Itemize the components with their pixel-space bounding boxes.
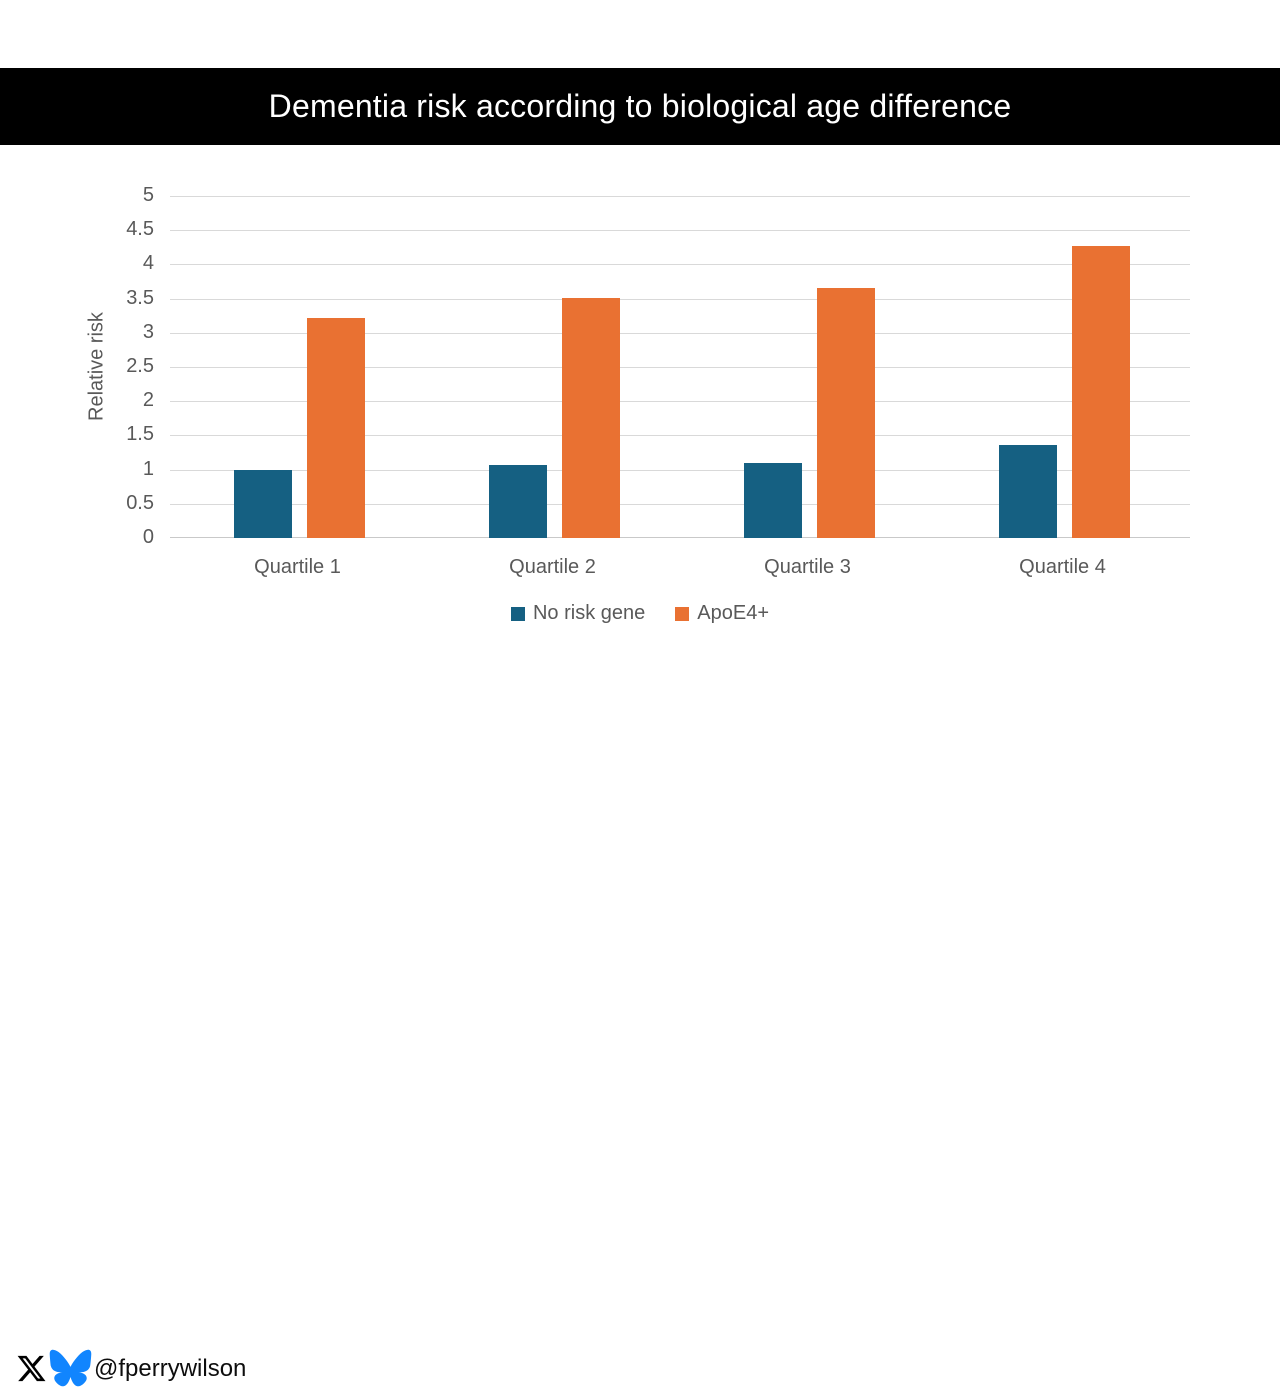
gridline (170, 264, 1190, 265)
y-tick-label: 4 (142, 252, 154, 275)
gridline (170, 367, 1190, 368)
y-tick-label: 5 (142, 184, 154, 207)
y-tick-label: 3.5 (126, 287, 154, 310)
title-banner: Dementia risk according to biological ag… (0, 68, 1280, 145)
gridline (170, 230, 1190, 231)
bar-apoe4- (562, 298, 620, 538)
plot-area (170, 196, 1190, 538)
y-axis-tick-labels: 5 4.5 4 3.5 3 2.5 2 1.5 1 0.5 0 (96, 184, 154, 548)
gridline (170, 333, 1190, 334)
y-tick-label: 2 (142, 389, 154, 412)
bar-no-risk-gene (489, 465, 547, 538)
bar-apoe4- (1072, 246, 1130, 538)
bar-apoe4- (307, 318, 365, 538)
gridline (170, 470, 1190, 471)
legend-swatch-icon (510, 606, 525, 621)
y-tick-label: 1 (142, 458, 154, 481)
gridline (170, 299, 1190, 300)
bar-apoe4- (817, 288, 875, 538)
slide: Dementia risk according to biological ag… (0, 68, 1280, 1387)
y-tick-label: 0.5 (126, 492, 154, 515)
y-tick-label: 3 (142, 321, 154, 344)
footer: @fperrywilson (0, 672, 1280, 1387)
bluesky-butterfly-icon (49, 1349, 92, 1387)
y-tick-label: 2.5 (126, 355, 154, 378)
gridline (170, 504, 1190, 505)
gridline (170, 401, 1190, 402)
x-axis-category-labels: Quartile 1 Quartile 2 Quartile 3 Quartile 4 (170, 556, 1190, 584)
legend-label: No risk gene (532, 602, 646, 624)
bar-no-risk-gene (744, 463, 802, 538)
gridline (170, 196, 1190, 197)
x-category-label: Quartile 1 (254, 556, 341, 578)
legend-label: ApoE4+ (697, 602, 769, 624)
legend-swatch-icon (675, 606, 690, 621)
x-category-label: Quartile 4 (1019, 556, 1106, 578)
social-handle: @fperrywilson (94, 1355, 247, 1382)
y-tick-label: 1.5 (126, 423, 154, 446)
bar-no-risk-gene (999, 445, 1057, 538)
y-tick-label: 0 (142, 526, 154, 549)
gridline (170, 537, 1190, 538)
legend-item: ApoE4+ (675, 602, 769, 625)
slide-title: Dementia risk according to biological ag… (268, 88, 1012, 124)
y-tick-label: 4.5 (126, 218, 154, 241)
x-category-label: Quartile 2 (509, 556, 596, 578)
x-category-label: Quartile 3 (764, 556, 851, 578)
legend: No risk gene ApoE4+ (0, 602, 1280, 625)
bar-no-risk-gene (234, 470, 292, 538)
legend-item: No risk gene (510, 602, 646, 625)
gridline (170, 435, 1190, 436)
x-twitter-icon (17, 1355, 46, 1382)
